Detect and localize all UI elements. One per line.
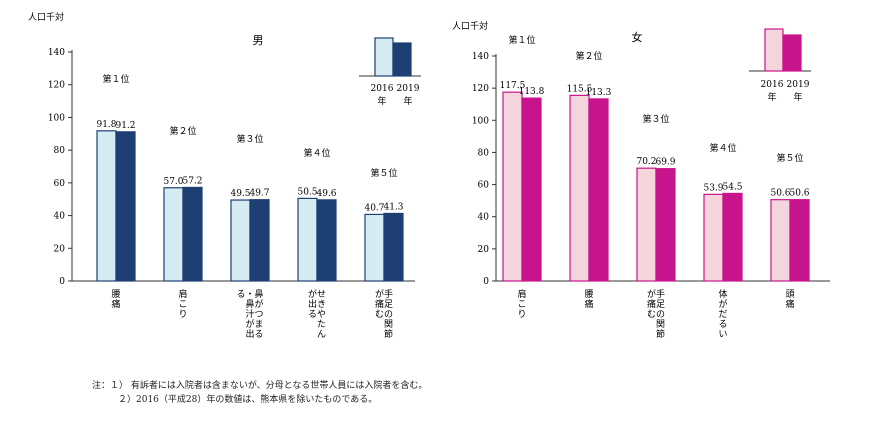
category-label: 鼻がつまる・鼻汁が出る bbox=[236, 288, 263, 340]
legend-swatch-2016 bbox=[764, 28, 784, 72]
rank-label: 第２位 bbox=[169, 125, 196, 137]
footnote-1: 注：１） 有訴者には入院者は含まないが、分母となる世帯人員には入院者を含む。 bbox=[92, 381, 428, 391]
data-label: 50.6 bbox=[789, 189, 809, 199]
bar bbox=[115, 131, 136, 282]
data-label: 49.7 bbox=[249, 189, 269, 199]
y-tick-label: 80 bbox=[54, 146, 66, 156]
rank-label: 第１位 bbox=[508, 34, 535, 46]
y-tick-label: 0 bbox=[59, 277, 65, 287]
legend-nen-2019: 年 bbox=[403, 95, 412, 107]
data-label: 57.0 bbox=[163, 177, 183, 187]
bar bbox=[588, 98, 609, 282]
bar bbox=[770, 199, 791, 282]
y-tick-label: 100 bbox=[48, 113, 65, 123]
y-tick-label: 40 bbox=[478, 213, 490, 223]
legend-swatch-2019 bbox=[392, 42, 412, 77]
legend-label-2019: 2019 bbox=[787, 80, 810, 90]
y-axis-label: 人口千対 bbox=[452, 20, 488, 32]
rank-label: 第５位 bbox=[370, 167, 397, 179]
category-label: 手足の関節が痛む bbox=[647, 288, 665, 340]
bar bbox=[316, 199, 337, 282]
chart-title: 女 bbox=[632, 30, 643, 44]
bar bbox=[722, 192, 743, 282]
y-tick-label: 120 bbox=[48, 81, 65, 91]
data-label: 91.2 bbox=[115, 121, 135, 131]
bar bbox=[297, 197, 318, 282]
bar bbox=[521, 97, 542, 282]
y-axis-label: 人口千対 bbox=[28, 11, 64, 23]
rank-label: 第４位 bbox=[303, 147, 330, 159]
data-label: 49.5 bbox=[230, 189, 250, 199]
legend-swatch-2019 bbox=[782, 34, 802, 72]
rank-label: 第１位 bbox=[102, 73, 129, 85]
legend-label-2019: 2019 bbox=[397, 84, 420, 94]
data-label: 50.5 bbox=[297, 187, 317, 197]
y-tick-label: 20 bbox=[54, 244, 66, 254]
data-label: 117.5 bbox=[500, 81, 526, 91]
y-tick-label: 0 bbox=[483, 277, 489, 287]
bar bbox=[364, 213, 385, 282]
bar bbox=[502, 91, 523, 282]
y-tick-label: 40 bbox=[54, 212, 66, 222]
data-label: 91.8 bbox=[96, 120, 116, 130]
data-label: 113.8 bbox=[519, 87, 545, 97]
bar bbox=[789, 199, 810, 282]
y-tick-label: 140 bbox=[472, 52, 489, 62]
data-label: 50.6 bbox=[770, 189, 790, 199]
y-tick-label: 140 bbox=[48, 48, 65, 58]
rank-label: 第３位 bbox=[642, 113, 669, 125]
bar bbox=[383, 212, 404, 282]
y-tick-label: 20 bbox=[478, 245, 490, 255]
y-tick-label: 120 bbox=[472, 84, 489, 94]
category-label: せきやたんが出る bbox=[308, 288, 326, 340]
category-label: 体がだるい bbox=[718, 288, 727, 340]
bar bbox=[655, 168, 676, 282]
chart-title: 男 bbox=[253, 34, 264, 47]
y-tick-label: 100 bbox=[472, 116, 489, 126]
bar bbox=[703, 193, 724, 282]
data-label: 70.2 bbox=[636, 157, 656, 167]
category-label: 腰痛 bbox=[111, 289, 120, 310]
data-label: 113.3 bbox=[586, 88, 612, 98]
y-tick-label: 80 bbox=[478, 148, 490, 158]
category-label: 頭痛 bbox=[785, 289, 794, 310]
footnote-2: ２）2016（平成28）年の数値は、熊本県を除いたものである。 bbox=[118, 395, 378, 405]
category-label: 腰痛 bbox=[584, 289, 593, 310]
data-label: 41.3 bbox=[383, 202, 403, 212]
data-label: 40.7 bbox=[364, 203, 384, 213]
bar bbox=[636, 167, 657, 282]
data-label: 53.9 bbox=[703, 183, 723, 193]
bar bbox=[163, 187, 184, 282]
data-label: 57.2 bbox=[182, 176, 202, 186]
legend-label-2016: 2016 bbox=[761, 80, 784, 90]
bar bbox=[569, 94, 590, 282]
rank-label: 第３位 bbox=[236, 133, 263, 145]
legend-label-2016: 2016 bbox=[371, 84, 394, 94]
category-label: 手足の関節が痛む bbox=[375, 288, 393, 340]
rank-label: 第２位 bbox=[575, 50, 602, 62]
data-label: 54.5 bbox=[722, 182, 742, 192]
bar bbox=[230, 199, 251, 282]
data-label: 49.6 bbox=[316, 189, 336, 199]
rank-label: 第４位 bbox=[709, 142, 736, 154]
bar bbox=[249, 199, 270, 282]
legend-swatch-2016 bbox=[374, 37, 394, 77]
rank-label: 第５位 bbox=[776, 152, 803, 164]
y-tick-label: 60 bbox=[478, 181, 490, 191]
category-label: 肩こり bbox=[178, 288, 187, 320]
bar bbox=[182, 186, 203, 282]
bar bbox=[96, 130, 117, 282]
legend-nen-2019: 年 bbox=[793, 91, 802, 103]
legend-nen-2016: 年 bbox=[767, 91, 776, 103]
legend-nen-2016: 年 bbox=[377, 95, 386, 107]
data-label: 69.9 bbox=[655, 158, 675, 168]
data-label: 115.5 bbox=[567, 84, 593, 94]
category-label: 肩こり bbox=[517, 288, 526, 320]
y-tick-label: 60 bbox=[54, 179, 66, 189]
